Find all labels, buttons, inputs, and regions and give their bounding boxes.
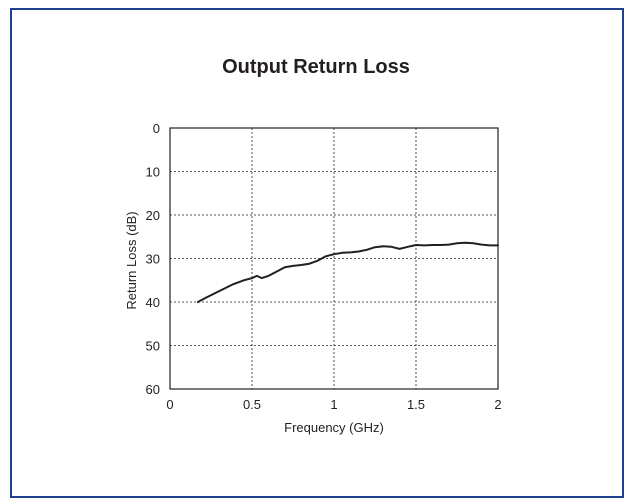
- y-tick-label: 20: [146, 208, 160, 223]
- y-tick-label: 0: [153, 121, 160, 136]
- y-tick-label: 60: [146, 382, 160, 397]
- plot-border: [169, 127, 499, 390]
- y-tick-label: 10: [146, 165, 160, 180]
- x-tick-label: 0.5: [243, 397, 261, 412]
- y-axis-label: Return Loss (dB): [124, 211, 139, 309]
- x-tick-label: 0: [166, 397, 173, 412]
- y-tick-label: 50: [146, 339, 160, 354]
- grid: [170, 128, 498, 389]
- x-tick-label: 1: [330, 397, 337, 412]
- x-axis-label: Frequency (GHz): [284, 420, 384, 435]
- series-line: [196, 241, 499, 303]
- x-tick-label: 1.5: [407, 397, 425, 412]
- y-tick-label: 40: [146, 295, 160, 310]
- chart-frame: [10, 8, 624, 498]
- chart-title: Output Return Loss: [222, 56, 410, 78]
- y-tick-label: 30: [146, 252, 160, 267]
- x-tick-label: 2: [494, 397, 501, 412]
